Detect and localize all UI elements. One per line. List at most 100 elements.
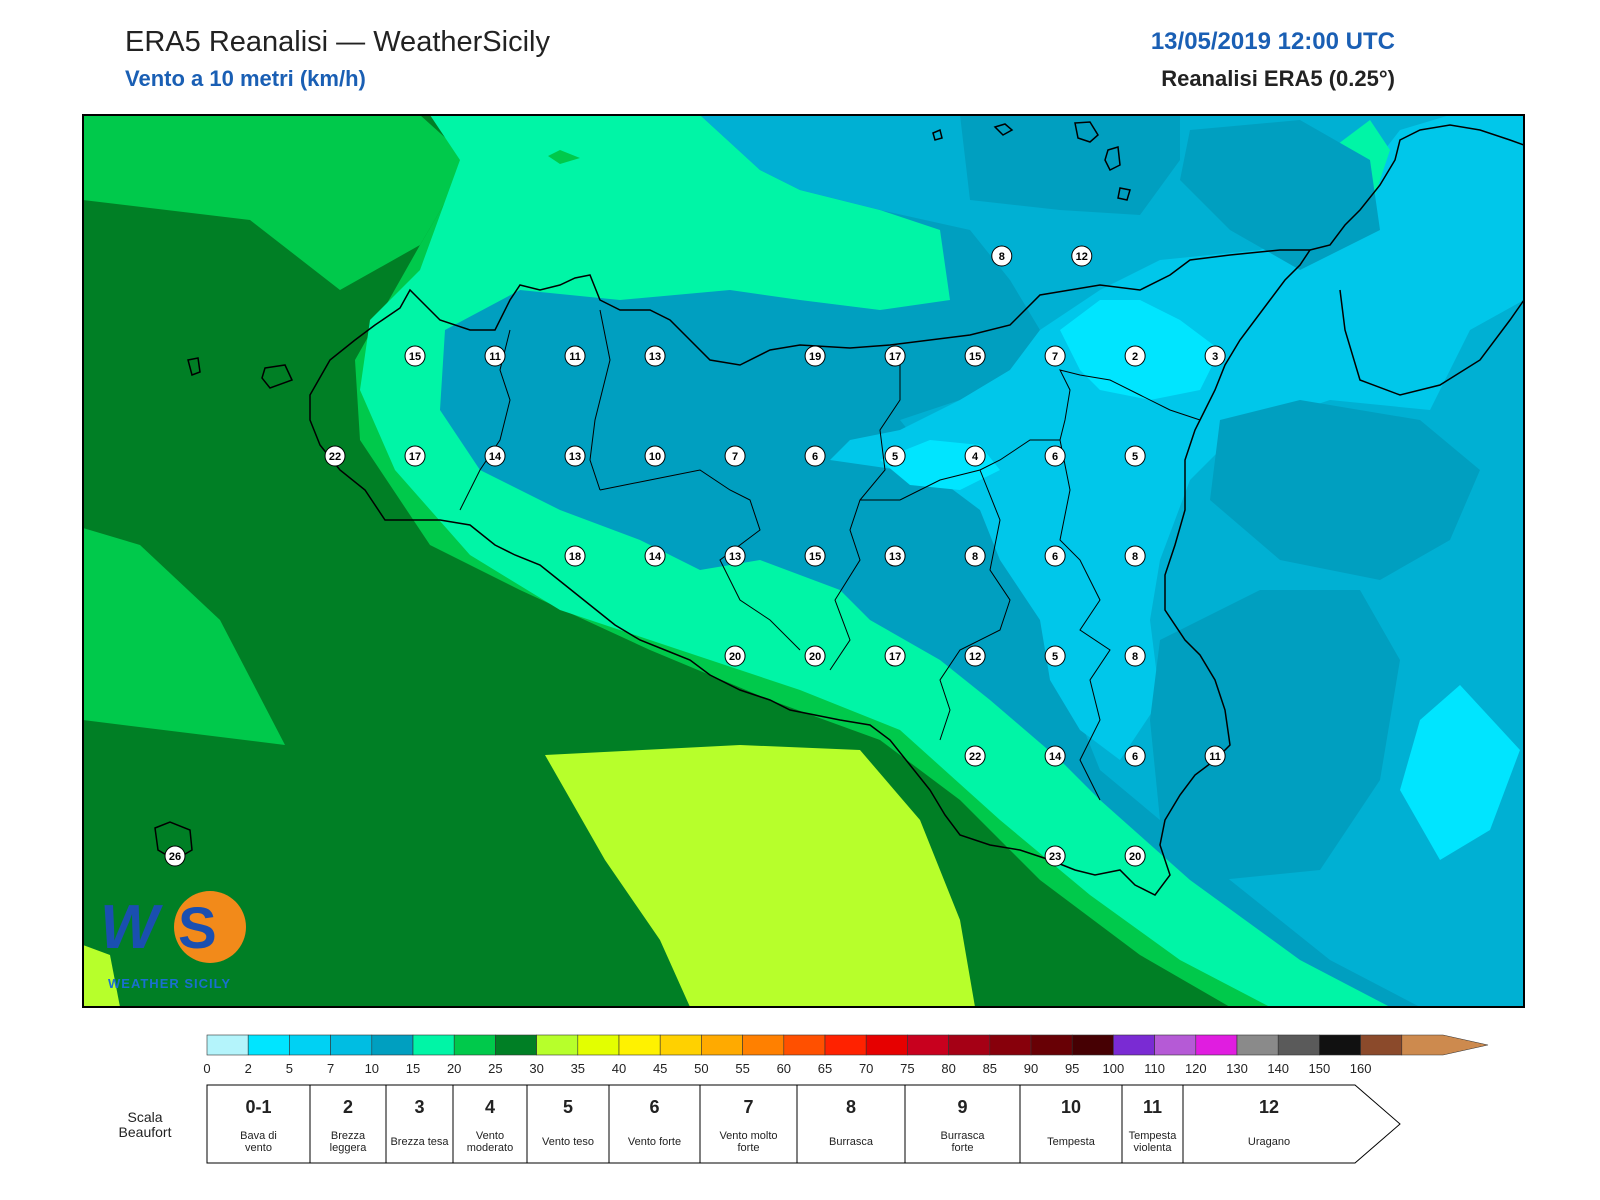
wind-band-10-15-n (1180, 120, 1380, 270)
beaufort-cell-box (699, 1084, 798, 1164)
beaufort-number: 3 (414, 1097, 424, 1117)
colorbar-swatch (742, 1034, 785, 1056)
map-source: Reanalisi ERA5 (0.25°) (1161, 66, 1395, 91)
beaufort-number: 2 (343, 1097, 353, 1117)
wind-marker-dot (964, 745, 986, 767)
beaufort-cell-box (1121, 1084, 1184, 1164)
colorbar-tick-label: 20 (447, 1061, 461, 1076)
wind-value-label: 14 (489, 451, 502, 463)
beaufort-cell-box (206, 1084, 311, 1164)
beaufort-cell-box (608, 1084, 701, 1164)
colorbar-swatch (1401, 1034, 1489, 1056)
beaufort-cell-box (452, 1084, 528, 1164)
colorbar-tick-label: 10 (365, 1061, 379, 1076)
wind-marker-dot (1044, 645, 1066, 667)
wind-marker-dot (1044, 345, 1066, 367)
wind-marker: 12 (1071, 245, 1093, 267)
wind-marker-dot (1124, 845, 1146, 867)
wind-value-label: 15 (809, 551, 821, 563)
wind-value-label: 5 (1132, 451, 1138, 463)
wind-marker: 22 (964, 745, 986, 767)
aeolian-island-3 (1104, 146, 1121, 172)
wind-marker: 15 (404, 345, 426, 367)
beaufort-cell-box (1182, 1084, 1401, 1164)
wind-marker: 20 (1124, 845, 1146, 867)
beaufort-cell: 10 Tempesta (1019, 1084, 1123, 1164)
beaufort-label: Vento forte (628, 1136, 681, 1148)
weathersicily-logo: W S WEATHER SICILY (100, 891, 246, 991)
colorbar-tick-label: 120 (1185, 1061, 1207, 1076)
colorbar-swatch (1236, 1034, 1279, 1056)
wind-marker-dot (804, 545, 826, 567)
beaufort-number: 10 (1061, 1097, 1081, 1117)
beaufort-label: Brezza leggera (330, 1130, 368, 1154)
wind-marker: 17 (884, 645, 906, 667)
wind-band-2-5-c (1400, 685, 1520, 860)
wind-value-label: 17 (409, 451, 421, 463)
colorbar-swatch (701, 1034, 743, 1056)
beaufort-label: Burrasca (829, 1136, 874, 1148)
wind-band-5-7 (830, 115, 1524, 760)
colorbar-tick-label: 150 (1309, 1061, 1331, 1076)
wind-marker: 8 (964, 545, 986, 567)
wind-value-label: 13 (889, 551, 901, 563)
beaufort-number: 8 (846, 1097, 856, 1117)
colorbar-swatch (1360, 1034, 1403, 1056)
wind-value-label: 7 (1052, 351, 1058, 363)
wind-marker: 26 (164, 845, 186, 867)
wind-marker: 4 (964, 445, 986, 467)
wind-value-label: 4 (972, 451, 979, 463)
wind-marker-dot (724, 445, 746, 467)
wind-marker-dot (404, 345, 426, 367)
wind-colorbar: 0 2 5 7 10 15 20 25 30 35 40 45 50 55 60 65 70 75 80 85 90 95… (203, 1034, 1489, 1076)
wind-marker-dot (884, 345, 906, 367)
beaufort-cell: 12 Uragano (1182, 1084, 1401, 1164)
wind-value-label: 17 (889, 651, 901, 663)
beaufort-label: Vento teso (542, 1136, 594, 1148)
wind-marker: 14 (644, 545, 666, 567)
wind-marker: 15 (804, 545, 826, 567)
beaufort-label: Vento moderato (467, 1130, 513, 1154)
wind-marker-dot (1044, 545, 1066, 567)
beaufort-scale: 0-1 Bava di vento 2 Brezza leggera 3 Brezza tes… (206, 1084, 1401, 1164)
map-datetime: 13/05/2019 12:00 UTC (1150, 28, 1395, 55)
wind-marker: 8 (1124, 545, 1146, 567)
wind-value-label: 3 (1212, 351, 1218, 363)
colorbar-tick-label: 70 (859, 1061, 873, 1076)
pantelleria-island (154, 821, 193, 861)
wind-marker-dot (644, 445, 666, 467)
colorbar-tick-label: 160 (1350, 1061, 1372, 1076)
wind-value-label: 19 (809, 351, 821, 363)
colorbar-swatch (495, 1034, 537, 1056)
beaufort-cell: 11 Tempesta violenta (1121, 1084, 1184, 1164)
wind-marker: 15 (964, 345, 986, 367)
wind-marker: 8 (991, 245, 1013, 267)
wind-marker: 6 (804, 445, 826, 467)
wind-value-label: 22 (969, 751, 981, 763)
calabria-coast-s (1339, 289, 1524, 396)
beaufort-cell: 4 Vento moderato (452, 1084, 528, 1164)
wind-marker-dot (164, 845, 186, 867)
beaufort-number: 12 (1259, 1097, 1279, 1117)
wind-band-20-25-nw (83, 115, 470, 290)
beaufort-cell: 7 Vento molto forte (699, 1084, 798, 1164)
wind-marker-dot (644, 345, 666, 367)
beaufort-cell: 8 Burrasca (796, 1084, 906, 1164)
beaufort-number: 0-1 (245, 1097, 271, 1117)
wind-value-label: 5 (1052, 651, 1058, 663)
colorbar-swatch (618, 1034, 661, 1056)
colorbar-tick-label: 55 (735, 1061, 749, 1076)
wind-marker: 13 (724, 545, 746, 567)
colorbar-tick-label: 65 (818, 1061, 832, 1076)
colorbar-tick-label: 25 (488, 1061, 502, 1076)
colorbar-tick-label: 140 (1267, 1061, 1289, 1076)
wind-marker-dot (1071, 245, 1093, 267)
wind-marker-dot (804, 445, 826, 467)
colorbar-swatch (330, 1034, 373, 1056)
wind-marker-dot (884, 645, 906, 667)
colorbar-swatch (1071, 1034, 1114, 1056)
wind-value-label: 8 (999, 251, 1005, 263)
wind-value-label: 14 (649, 551, 662, 563)
wind-marker: 8 (1124, 645, 1146, 667)
wind-marker-dot (1124, 545, 1146, 567)
